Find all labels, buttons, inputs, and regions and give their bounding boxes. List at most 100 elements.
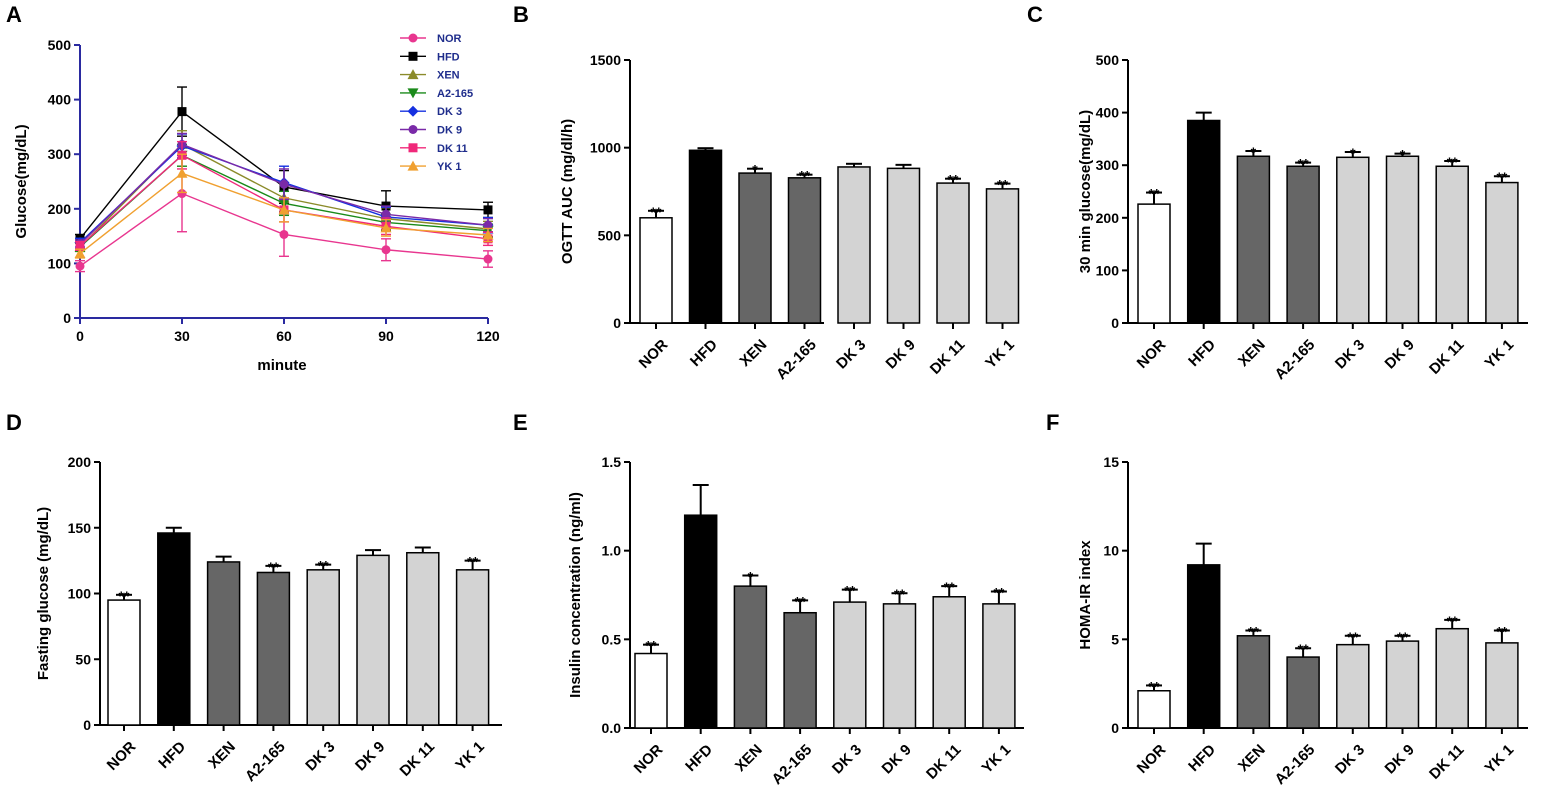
category-label: HFD	[687, 336, 721, 370]
bar-nor	[107, 599, 141, 726]
y-tick-label: 5	[1111, 631, 1119, 647]
panel-f: F 0 5 10 15 HOMA-IR index ** NOR HFD ** XEN ** A2-16…	[1046, 410, 1528, 788]
bar-yk-1	[455, 569, 490, 726]
category-label: DK 3	[1332, 741, 1368, 777]
legend-label: XEN	[437, 70, 460, 82]
significance-marker: *	[1400, 147, 1406, 163]
panel-b: B 0 500 1000 1500 OGTT AUC (mg/dl/h) ** NOR HFD *…	[513, 2, 1020, 383]
category-label: DK 9	[879, 741, 915, 777]
y-tick-label: 400	[1096, 105, 1120, 121]
significance-marker: **	[1298, 156, 1309, 172]
significance-marker: **	[997, 177, 1008, 193]
significance-marker: *	[1350, 145, 1356, 161]
legend-label: DK 3	[437, 106, 462, 118]
panel-letter-c: C	[1027, 2, 1043, 27]
x-axis-title: minute	[257, 357, 306, 374]
category-label: DK 11	[397, 738, 439, 780]
bar-a2-165	[787, 177, 822, 324]
y-tick-label: 300	[48, 146, 72, 162]
bar-hfd	[683, 514, 718, 729]
significance-marker: *	[752, 162, 758, 178]
x-tick-label: 0	[76, 328, 84, 344]
category-label: DK 11	[927, 336, 969, 378]
data-point	[278, 204, 290, 215]
bar-dk-11	[1435, 165, 1469, 324]
category-label: YK 1	[982, 336, 1018, 372]
y-tick-label: 0.5	[602, 631, 622, 647]
legend-marker	[407, 69, 419, 80]
panel-a: A 0 100 200 300 400 500 Glucose(mg/dL) 0 30 60 90 12…	[6, 2, 500, 374]
y-tick-label: 200	[1096, 210, 1120, 226]
significance-marker: **	[318, 558, 329, 574]
legend-marker	[408, 125, 418, 134]
legend-label: NOR	[437, 33, 462, 45]
category-label: YK 1	[1482, 741, 1518, 777]
category-label: DK 3	[829, 741, 865, 777]
bar-dk-3	[1336, 156, 1370, 324]
data-point	[74, 248, 86, 259]
category-label: HFD	[1185, 741, 1219, 775]
data-point	[483, 254, 493, 264]
y-tick-label: 10	[1103, 543, 1119, 559]
x-tick-label: 30	[174, 328, 190, 344]
category-label: XEN	[732, 741, 766, 775]
bar-dk-11	[932, 596, 966, 729]
data-point	[483, 205, 493, 215]
y-axis-title: OGTT AUC (mg/dl/h)	[559, 119, 576, 264]
data-point	[75, 241, 85, 251]
y-tick-label: 400	[48, 92, 72, 108]
y-axis-title: Insulin concentration (ng/ml)	[567, 492, 584, 698]
significance-marker: **	[1496, 623, 1507, 639]
data-point	[177, 189, 187, 199]
significance-marker: **	[1397, 629, 1408, 645]
bar-dk-3	[1336, 643, 1370, 729]
category-label: DK 3	[302, 738, 338, 774]
significance-marker: **	[1496, 169, 1507, 185]
bar-xen	[738, 172, 772, 324]
bar-hfd	[1186, 119, 1221, 324]
legend-label: DK 9	[437, 125, 462, 137]
legend-label: YK 1	[437, 161, 461, 173]
panel-letter-f: F	[1046, 410, 1059, 435]
y-tick-label: 50	[75, 651, 91, 667]
bar-dk-9	[356, 554, 390, 726]
legend: NOR HFD XEN A2-165 DK 3 DK 9 DK 11 YK 1	[400, 33, 473, 173]
category-label: A2-165	[1272, 336, 1319, 383]
significance-marker: *	[748, 568, 754, 584]
y-tick-label: 500	[598, 227, 622, 243]
y-tick-label: 100	[68, 586, 92, 602]
significance-marker: **	[1149, 678, 1160, 694]
category-label: NOR	[104, 738, 140, 774]
legend-label: A2-165	[437, 88, 473, 100]
category-label: DK 3	[1332, 336, 1368, 372]
bar-yk-1	[1485, 181, 1519, 324]
bar-dk-9	[882, 603, 917, 729]
category-label: XEN	[205, 738, 239, 772]
bar-a2-165	[256, 571, 291, 726]
category-label: DK 3	[833, 336, 869, 372]
category-label: YK 1	[979, 741, 1015, 777]
category-label: NOR	[631, 741, 667, 777]
category-label: DK 9	[1382, 336, 1418, 372]
y-tick-label: 0	[1111, 315, 1119, 331]
bar-xen	[733, 585, 768, 729]
category-label: A2-165	[1272, 741, 1319, 788]
category-label: DK 9	[883, 336, 919, 372]
legend-marker	[408, 143, 418, 153]
bar-a2-165	[1286, 656, 1320, 729]
significance-marker: **	[119, 588, 130, 604]
y-axis-title: 30 min glucose(mg/dL)	[1077, 110, 1094, 273]
y-tick-label: 0.0	[602, 720, 622, 736]
y-tick-label: 1.0	[602, 543, 622, 559]
bar-dk-3	[306, 569, 340, 726]
bar-a2-165	[1286, 165, 1320, 324]
bar-dk-11	[936, 182, 970, 324]
category-label: YK 1	[1482, 336, 1518, 372]
significance-marker: **	[799, 168, 810, 184]
bar-hfd	[688, 149, 723, 324]
significance-marker: **	[944, 579, 955, 595]
bar-dk-9	[886, 167, 921, 324]
category-label: HFD	[682, 741, 716, 775]
category-label: NOR	[636, 336, 672, 372]
